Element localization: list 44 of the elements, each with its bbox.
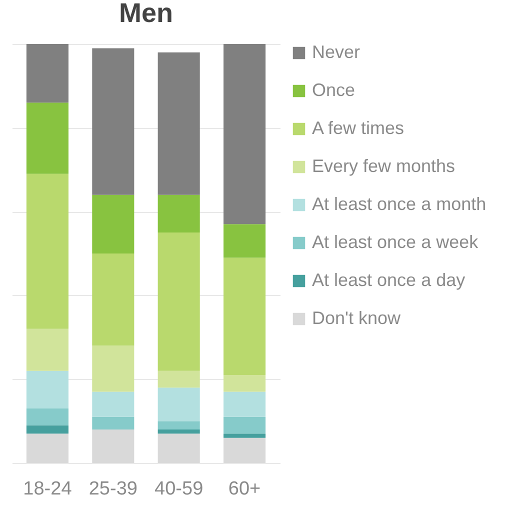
bar xyxy=(224,258,266,376)
bar xyxy=(92,416,134,430)
bar xyxy=(26,44,68,103)
bar xyxy=(224,434,266,438)
legend-label: Don't know xyxy=(312,308,402,328)
legend-label: At least once a month xyxy=(312,194,486,214)
bar xyxy=(158,370,200,388)
legend-label: Never xyxy=(312,42,360,62)
legend-label: Once xyxy=(312,80,356,100)
bar xyxy=(158,52,200,195)
legend-label: At least once a week xyxy=(312,232,480,252)
bar xyxy=(92,346,134,392)
bar xyxy=(92,48,134,195)
bar xyxy=(158,434,200,463)
x-tick-label: 40-59 xyxy=(154,478,204,500)
bar xyxy=(92,392,134,417)
legend-label: Every few months xyxy=(312,156,456,176)
bar xyxy=(224,375,266,392)
bar xyxy=(224,416,266,434)
bar xyxy=(26,174,68,329)
bar xyxy=(158,429,200,434)
bar xyxy=(224,392,266,417)
bar xyxy=(92,194,134,254)
x-tick-label: 25-39 xyxy=(88,478,138,500)
x-tick-label: 60+ xyxy=(228,478,261,500)
bar xyxy=(158,194,200,233)
bar xyxy=(26,328,68,371)
bar xyxy=(92,429,134,463)
bar xyxy=(26,370,68,409)
bar xyxy=(224,224,266,258)
bar xyxy=(26,425,68,434)
bar xyxy=(26,434,68,463)
bar xyxy=(158,421,200,430)
legend-label: At least once a day xyxy=(312,270,466,290)
bar xyxy=(224,438,266,463)
x-tick-label: 18-24 xyxy=(23,478,72,500)
bar xyxy=(26,102,68,174)
bar xyxy=(92,254,134,346)
legend-label: A few times xyxy=(312,118,404,138)
bar xyxy=(158,388,200,422)
bar xyxy=(224,44,266,224)
bar xyxy=(158,232,200,371)
chart-title: Men xyxy=(119,0,173,28)
bar xyxy=(26,408,68,426)
